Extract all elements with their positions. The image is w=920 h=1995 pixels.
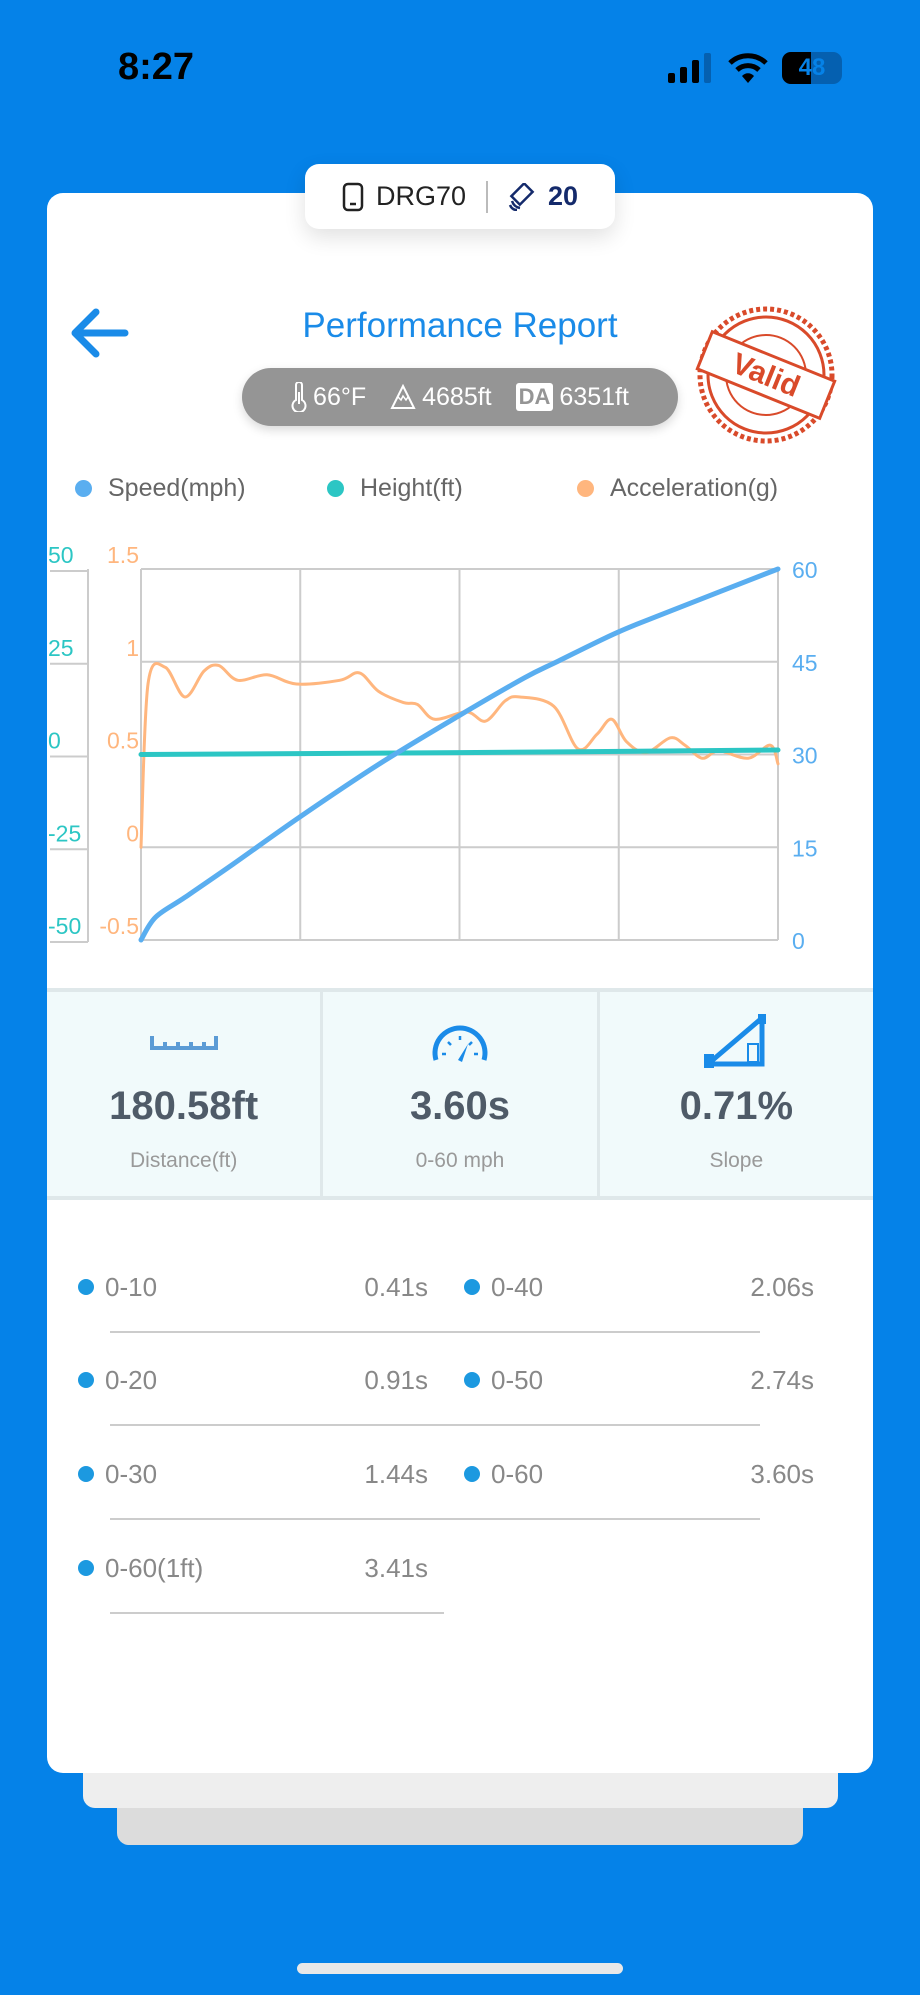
height-tick-label: -25 [48,820,81,846]
performance-chart: 50 25 0 -25 -50 1.5 1 0.5 0 -0.5 60 45 30 15 0 [48,542,818,954]
split-label: 0-10 [105,1271,158,1302]
report-card [47,193,873,1773]
split-label: 0-60 [491,1458,544,1489]
speed-tick-label: 45 [792,650,818,676]
environment-pill: 66°F 4685ft DA 6351ft [242,368,678,426]
stat-value: 3.60s [409,1084,511,1128]
speed-tick-label: 0 [792,928,805,954]
split-row: 0-60 3.60s [464,1458,814,1490]
speed-tick-label: 15 [792,835,818,861]
ruler-icon [149,1036,218,1050]
divider [485,180,488,213]
chart-legend: Speed(mph) Height(ft) Acceleration(g) [75,474,835,503]
split-label: 0-40 [491,1271,544,1302]
device-icon [342,182,364,211]
bullet-icon [464,1279,480,1295]
stat-value: 180.58ft [109,1084,259,1128]
stat-label: 0-60 mph [415,1149,505,1172]
speed-tick-label: 60 [792,557,818,583]
stat-distance: 180.58ft Distance(ft) [47,992,324,1196]
height-tick-label: 25 [48,635,74,661]
satellite-count: 20 [547,181,579,211]
legend-dot [75,480,92,497]
split-value: 1.44s [364,1458,428,1489]
split-value: 3.41s [364,1552,428,1583]
split-row: 0-50 2.74s [464,1364,814,1396]
legend-label: Height(ft) [360,474,463,502]
wifi-icon [728,53,768,83]
bullet-icon [78,1466,94,1482]
acceleration-tick-label: 0 [126,820,139,846]
density-altitude: 6351ft [559,382,629,411]
split-value: 2.74s [750,1364,814,1395]
row-divider [110,1612,444,1614]
status-time: 8:27 [118,46,195,88]
split-value: 0.41s [364,1271,428,1302]
back-button[interactable] [70,306,130,361]
status-icons: 48 [668,52,842,84]
battery-level: 48 [798,54,826,81]
split-value: 0.91s [364,1364,428,1395]
acceleration-tick-label: -0.5 [99,913,139,939]
temperature: 66°F [313,382,367,411]
battery-icon: 48 [782,52,842,84]
split-label: 0-30 [105,1458,158,1489]
legend-height[interactable]: Height(ft) [327,474,577,503]
device-pill[interactable]: DRG70 20 [305,164,615,229]
page-title: Performance Report [302,306,618,345]
stat-slope: 0.71% Slope [600,992,873,1196]
satellite-icon [508,182,535,211]
height-tick-label: -50 [48,913,81,939]
row-divider [110,1424,760,1426]
bullet-icon [464,1466,480,1482]
thermometer-icon [291,382,307,412]
height-tick-label: 50 [48,542,74,568]
legend-dot [327,480,344,497]
split-label: 0-50 [491,1364,544,1395]
speed-tick-label: 30 [792,743,818,769]
row-divider [110,1518,760,1520]
legend-acceleration[interactable]: Acceleration(g) [577,474,778,503]
da-badge: DA [515,383,554,411]
stat-label: Distance(ft) [129,1149,238,1172]
split-row: 0-10 0.41s [78,1271,428,1303]
height-series-line [138,747,781,757]
split-row: 0-60(1ft) 3.41s [78,1552,428,1584]
legend-label: Acceleration(g) [610,474,779,502]
split-row: 0-20 0.91s [78,1364,428,1396]
acceleration-series-line [139,662,780,849]
split-label: 0-60(1ft) [105,1552,204,1583]
bullet-icon [78,1279,94,1295]
acceleration-tick-label: 0.5 [107,728,139,754]
split-value: 3.60s [750,1458,814,1489]
split-row: 0-40 2.06s [464,1271,814,1303]
stats-band: 180.58ft Distance(ft) 3.60s 0-60 mph 0.7… [47,988,873,1200]
row-divider [110,1331,760,1333]
back-arrow-icon [71,308,129,358]
split-value: 2.06s [750,1271,814,1302]
speed-series-line [138,566,781,943]
signal-icon [668,53,711,83]
slope-icon [704,1014,767,1068]
bullet-icon [78,1372,94,1388]
stat-zero-to-sixty: 3.60s 0-60 mph [323,992,600,1196]
speedometer-icon [432,1025,488,1062]
bullet-icon [78,1560,94,1576]
device-name: DRG70 [375,181,466,211]
stat-value: 0.71% [679,1084,794,1128]
legend-speed[interactable]: Speed(mph) [75,474,327,503]
legend-label: Speed(mph) [108,474,246,502]
split-label: 0-20 [105,1364,158,1395]
stat-label: Slope [709,1149,764,1172]
valid-stamp: Valid [695,306,837,444]
bullet-icon [464,1372,480,1388]
altitude: 4685ft [422,382,492,411]
legend-dot [577,480,594,497]
home-indicator[interactable] [297,1963,623,1974]
split-row: 0-30 1.44s [78,1458,428,1490]
height-tick-label: 0 [48,728,61,754]
acceleration-tick-label: 1 [126,635,139,661]
mountain-icon [390,384,416,409]
acceleration-tick-label: 1.5 [107,542,139,568]
